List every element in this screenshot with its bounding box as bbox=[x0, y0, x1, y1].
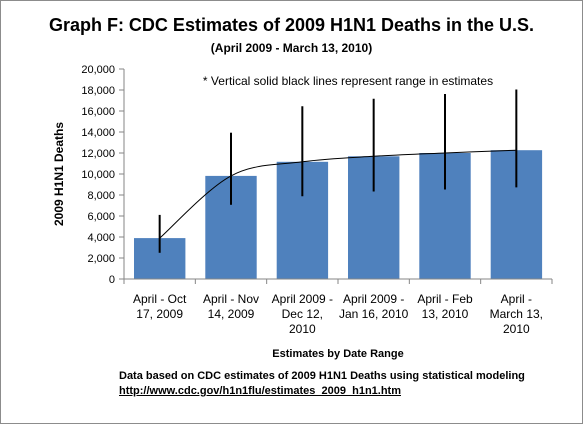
footnote: Data based on CDC estimates of 2009 H1N1… bbox=[119, 369, 549, 399]
x-tick-label: April - Feb 13, 2010 bbox=[417, 292, 473, 321]
y-tick-label: 6,000 bbox=[87, 211, 115, 223]
x-tick-label: April - Oct 17, 2009 bbox=[133, 292, 187, 321]
y-tick-label: 4,000 bbox=[87, 232, 115, 244]
range-annotation: * Vertical solid black lines represent r… bbox=[203, 74, 493, 88]
y-tick-label: 20,000 bbox=[81, 64, 115, 76]
trendline bbox=[159, 149, 517, 239]
x-tick-label: April - Nov 14, 2009 bbox=[203, 292, 259, 321]
chart-title: Graph F: CDC Estimates of 2009 H1N1 Deat… bbox=[48, 15, 535, 35]
x-axis-title: Estimates by Date Range bbox=[272, 348, 403, 360]
x-tick-label: April -March 13, 2010 bbox=[490, 292, 543, 336]
y-tick-label: 14,000 bbox=[81, 127, 115, 139]
x-tick-label: April 2009 -Jan 16, 2010 bbox=[339, 292, 409, 321]
y-tick-label: 16,000 bbox=[81, 106, 115, 118]
y-tick-label: 12,000 bbox=[81, 148, 115, 160]
source-link[interactable]: http://www.cdc.gov/h1n1flu/estimates_200… bbox=[119, 385, 401, 397]
y-tick-label: 10,000 bbox=[81, 169, 115, 181]
y-tick-label: 18,000 bbox=[81, 85, 115, 97]
footnote-text: Data based on CDC estimates of 2009 H1N1… bbox=[119, 370, 525, 382]
x-tick-label: April 2009 -Dec 12, 2010 bbox=[272, 292, 333, 336]
chart-subtitle: (April 2009 - March 13, 2010) bbox=[210, 41, 373, 55]
y-axis-title: 2009 H1N1 Deaths bbox=[52, 122, 66, 226]
y-tick-label: 8,000 bbox=[87, 190, 115, 202]
y-tick-label: 2,000 bbox=[87, 253, 115, 265]
y-tick-label: 0 bbox=[109, 274, 115, 286]
